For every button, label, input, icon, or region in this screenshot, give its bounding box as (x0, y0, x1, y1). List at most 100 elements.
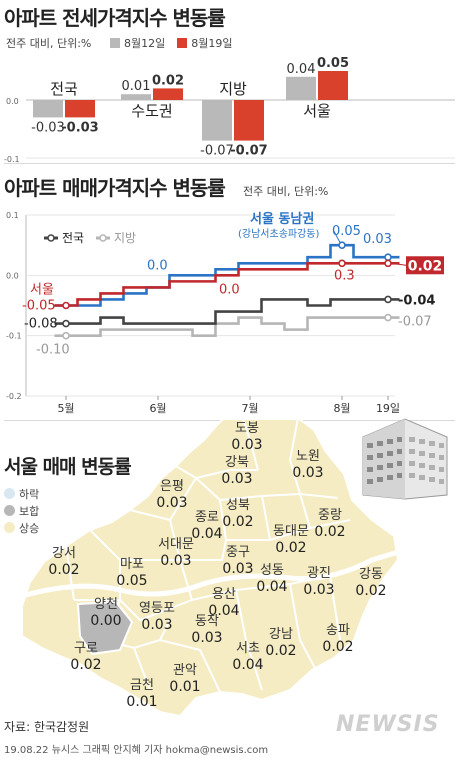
value-annotation: -0.04 (398, 293, 435, 308)
district-borders (65, 420, 373, 693)
district-value: 0.05 (116, 573, 147, 589)
bar-value-label: 0.02 (152, 73, 184, 88)
district-name: 용산 (212, 587, 236, 602)
district-name: 영등포 (139, 601, 175, 616)
value-annotation: 0.0 (147, 258, 168, 273)
series-line (54, 243, 400, 307)
bar-category-label: 수도권 (131, 102, 172, 120)
bar-category-label: 지방 (219, 80, 247, 98)
bar (202, 100, 232, 141)
point-marker (384, 253, 392, 262)
point-marker (62, 319, 70, 328)
district-name: 금천 (130, 678, 154, 693)
point-marker (384, 295, 392, 304)
newsis-logo: NEWSIS (336, 712, 440, 737)
bar (121, 94, 151, 100)
callout-line (390, 262, 407, 266)
district-name: 강서 (52, 546, 76, 561)
bar-value-label: 0.01 (122, 79, 151, 94)
legend-item: 하락 (4, 485, 39, 502)
legend-swatch-prev (110, 38, 120, 48)
legend-item: 상승 (4, 519, 39, 536)
value-annotation: 0.0 (219, 282, 240, 297)
line-chart-title: 아파트 매매가격지수 변동률 (4, 172, 226, 201)
district-name: 성동 (260, 563, 284, 578)
district-value: 0.01 (126, 694, 157, 710)
district-name: 강동 (359, 567, 383, 582)
district-name: 은평 (160, 479, 184, 494)
legend-label: 지방 (114, 231, 136, 245)
bar-legend: 8월12일 8월19일 (110, 35, 233, 51)
x-tick-label: 8월 (333, 402, 350, 415)
legend-label-prev: 8월12일 (124, 37, 166, 50)
district-name: 구로 (74, 641, 98, 656)
district-value: 0.02 (48, 562, 79, 578)
series-label-gangnam-sub: (강남서초송파강동) (238, 228, 320, 240)
value-annotation: -0.07 (398, 315, 432, 330)
bar-value-label: 0.04 (287, 62, 316, 77)
district-value: 0.02 (222, 514, 253, 530)
bar (33, 100, 63, 118)
line-chart-subtitle: 전주 대비, 단위:% (243, 185, 329, 198)
point-marker (62, 331, 70, 340)
bar-axis-label: 0.0 (6, 97, 19, 106)
x-tick-label: 19일 (376, 401, 400, 415)
bar (65, 100, 95, 118)
district-value: 0.02 (275, 540, 306, 556)
bar (234, 100, 264, 141)
bar-value-label: -0.03 (61, 120, 98, 135)
point-marker (384, 313, 392, 322)
district-value: 0.03 (303, 582, 334, 598)
district-value: 0.02 (314, 524, 345, 540)
district-value: 0.00 (90, 613, 121, 629)
district-name: 관악 (173, 663, 197, 678)
credit-text: 19.08.22 뉴시스 그래픽 안지혜 기자 hokma@newsis.com (4, 745, 269, 756)
legend-label-decrease: 하락 (19, 487, 40, 501)
map-title: 서울 매매 변동률 (4, 456, 132, 478)
legend-label-flat: 보합 (19, 504, 40, 518)
y-tick-label: 0.1 (6, 211, 19, 220)
value-annotation: 0.05 (332, 224, 361, 239)
x-tick-label: 7월 (241, 402, 258, 415)
value-annotation: -0.05 (22, 299, 56, 314)
district-name: 서초 (236, 641, 260, 656)
legend-circle-decrease (4, 488, 15, 499)
district-value: 0.04 (232, 657, 263, 673)
district-name: 중구 (226, 545, 250, 560)
y-tick-label: 0.0 (6, 271, 19, 280)
district-value: 0.03 (231, 437, 262, 453)
building-illustration (362, 418, 448, 500)
x-tick-label: 6월 (149, 402, 166, 415)
district-name: 마포 (120, 557, 144, 572)
district-name: 광진 (307, 566, 331, 581)
bar-value-label: 0.05 (317, 56, 349, 71)
value-annotation: -0.10 (36, 343, 70, 358)
series-line (54, 261, 400, 307)
value-annotation: -0.08 (24, 317, 58, 332)
district-yangcheon (76, 600, 134, 656)
bar-title-a: 아파트 (4, 6, 57, 30)
district-name: 동대문 (273, 524, 309, 539)
point-marker (384, 259, 392, 268)
bar (286, 76, 316, 100)
legend-label: 전국 (62, 231, 84, 245)
source-text: 자료: 한국감정원 (4, 720, 90, 734)
district-value: 0.03 (191, 630, 222, 646)
bar (153, 88, 183, 100)
district-value: 0.02 (70, 657, 101, 673)
district-value: 0.03 (222, 561, 253, 577)
value-annotation: 0.03 (363, 232, 392, 247)
district-value: 0.03 (221, 471, 252, 487)
point-marker (62, 301, 70, 310)
value-annotation: 0.02 (408, 258, 443, 274)
district-value: 0.01 (169, 679, 200, 695)
line-title-a: 아파트 (4, 176, 57, 200)
series-label-seoul: 서울 (30, 283, 54, 298)
bar-title-b: 전세가격지수 변동률 (62, 6, 226, 30)
bar (318, 71, 348, 100)
legend-label-curr: 8월19일 (191, 37, 233, 50)
district-name: 강북 (225, 455, 249, 470)
line-title-b: 매매가격지수 변동률 (62, 176, 226, 200)
bar-value-label: -0.07 (200, 144, 234, 159)
